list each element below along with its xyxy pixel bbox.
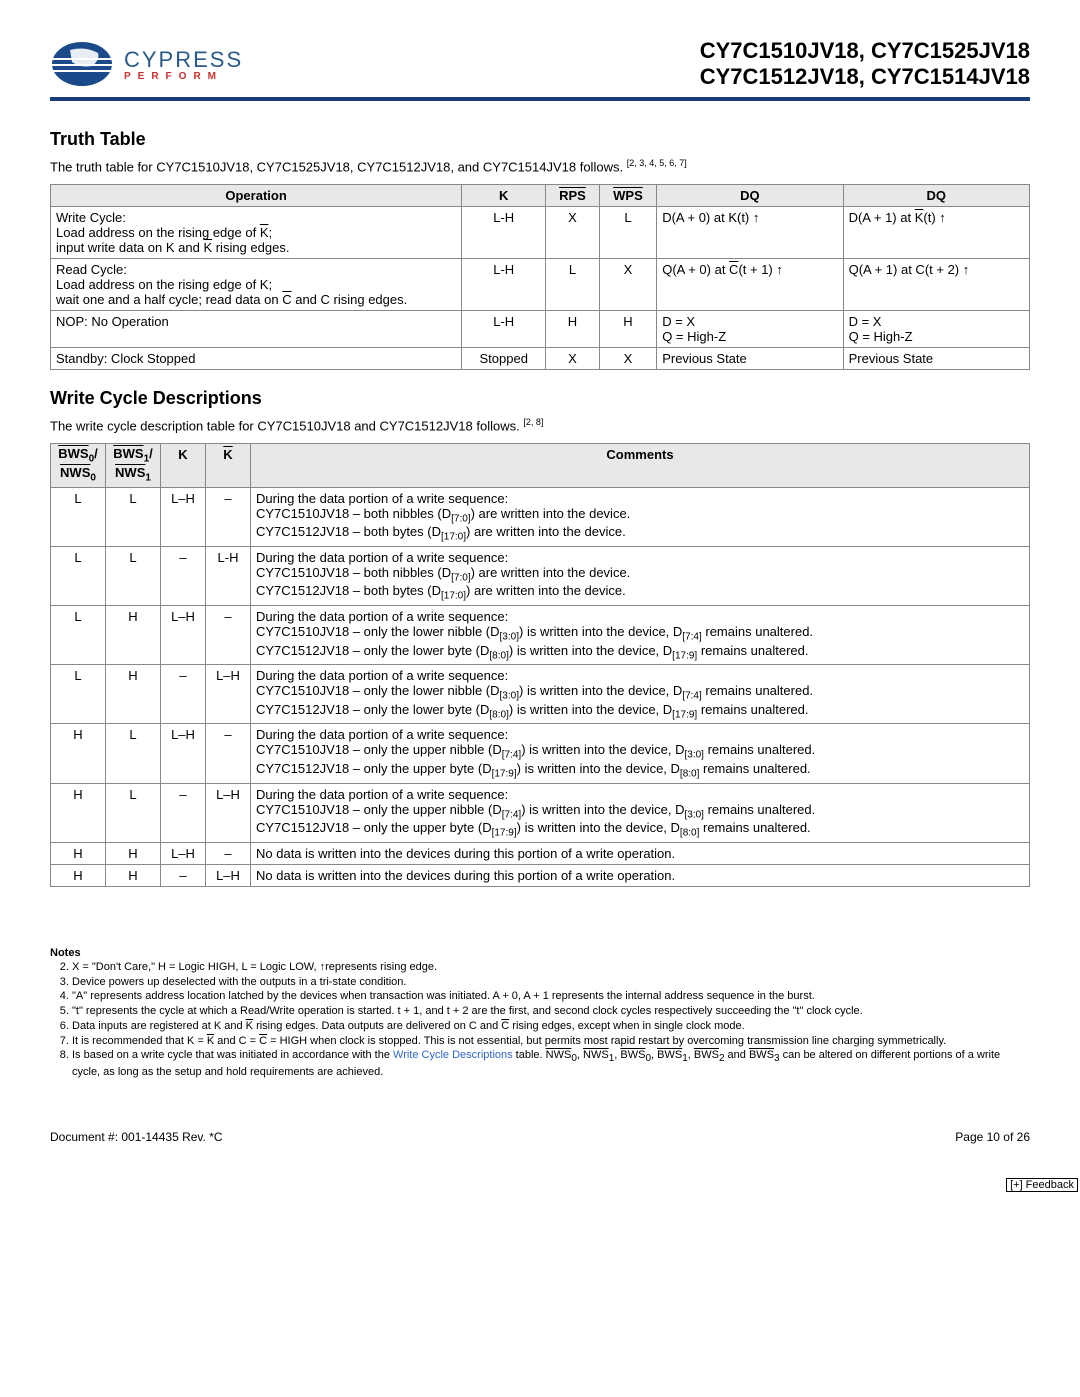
page-footer: Document #: 001-14435 Rev. *C Page 10 of… xyxy=(50,1130,1030,1144)
part-numbers: CY7C1510JV18, CY7C1525JV18 CY7C1512JV18,… xyxy=(700,38,1030,91)
table-row: LLL–H–During the data portion of a write… xyxy=(51,487,1030,546)
list-item: Device powers up deselected with the out… xyxy=(72,976,1030,990)
logo: CYPRESS PERFORM xyxy=(50,38,243,90)
page-number: Page 10 of 26 xyxy=(955,1130,1030,1144)
list-item: "t" represents the cycle at which a Read… xyxy=(72,1005,1030,1019)
write-cycle-link[interactable]: Write Cycle Descriptions xyxy=(393,1049,513,1061)
write-cycle-title: Write Cycle Descriptions xyxy=(50,388,1030,409)
parts-line1: CY7C1510JV18, CY7C1525JV18 xyxy=(700,38,1030,64)
doc-number: Document #: 001-14435 Rev. *C xyxy=(50,1130,223,1144)
logo-main-text: CYPRESS xyxy=(124,47,243,73)
table-row: Read Cycle: Load address on the rising e… xyxy=(51,259,1030,311)
list-item: Data inputs are registered at K and K ri… xyxy=(72,1020,1030,1034)
parts-line2: CY7C1512JV18, CY7C1514JV18 xyxy=(700,64,1030,90)
list-item: It is recommended that K = K and C = C =… xyxy=(72,1035,1030,1049)
table-row: LHL–H–During the data portion of a write… xyxy=(51,606,1030,665)
notes-list: X = "Don't Care," H = Logic HIGH, L = Lo… xyxy=(50,961,1030,1080)
globe-icon xyxy=(50,38,120,90)
table-row: LL–L-HDuring the data portion of a write… xyxy=(51,546,1030,605)
logo-sub-text: PERFORM xyxy=(124,71,243,82)
list-item: "A" represents address location latched … xyxy=(72,990,1030,1004)
page-header: CYPRESS PERFORM CY7C1510JV18, CY7C1525JV… xyxy=(50,38,1030,101)
table-row: HL–L–HDuring the data portion of a write… xyxy=(51,783,1030,842)
table-row: NOP: No Operation L-H H H D = XQ = High-… xyxy=(51,311,1030,348)
table-row: HHL–H–No data is written into the device… xyxy=(51,842,1030,864)
notes-heading: Notes xyxy=(50,947,1030,959)
list-item: Is based on a write cycle that was initi… xyxy=(72,1049,1030,1079)
list-item: X = "Don't Care," H = Logic HIGH, L = Lo… xyxy=(72,961,1030,975)
truth-table-title: Truth Table xyxy=(50,129,1030,150)
truth-table: Operation K RPS WPS DQ DQ Write Cycle: L… xyxy=(50,184,1030,370)
table-header-row: Operation K RPS WPS DQ DQ xyxy=(51,185,1030,207)
table-header-row: BWS0/ NWS0 BWS1/ NWS1 K K Comments xyxy=(51,444,1030,487)
table-row: Write Cycle: Load address on the rising … xyxy=(51,207,1030,259)
write-cycle-table: BWS0/ NWS0 BWS1/ NWS1 K K Comments LLL–H… xyxy=(50,443,1030,886)
table-row: HH–L–HNo data is written into the device… xyxy=(51,864,1030,886)
table-row: HLL–H–During the data portion of a write… xyxy=(51,724,1030,783)
truth-table-intro: The truth table for CY7C1510JV18, CY7C15… xyxy=(50,158,1030,174)
table-row: LH–L–HDuring the data portion of a write… xyxy=(51,665,1030,724)
write-cycle-intro: The write cycle description table for CY… xyxy=(50,417,1030,433)
feedback-button[interactable]: [+] Feedback xyxy=(1006,1178,1078,1192)
table-row: Standby: Clock Stopped Stopped X X Previ… xyxy=(51,348,1030,370)
